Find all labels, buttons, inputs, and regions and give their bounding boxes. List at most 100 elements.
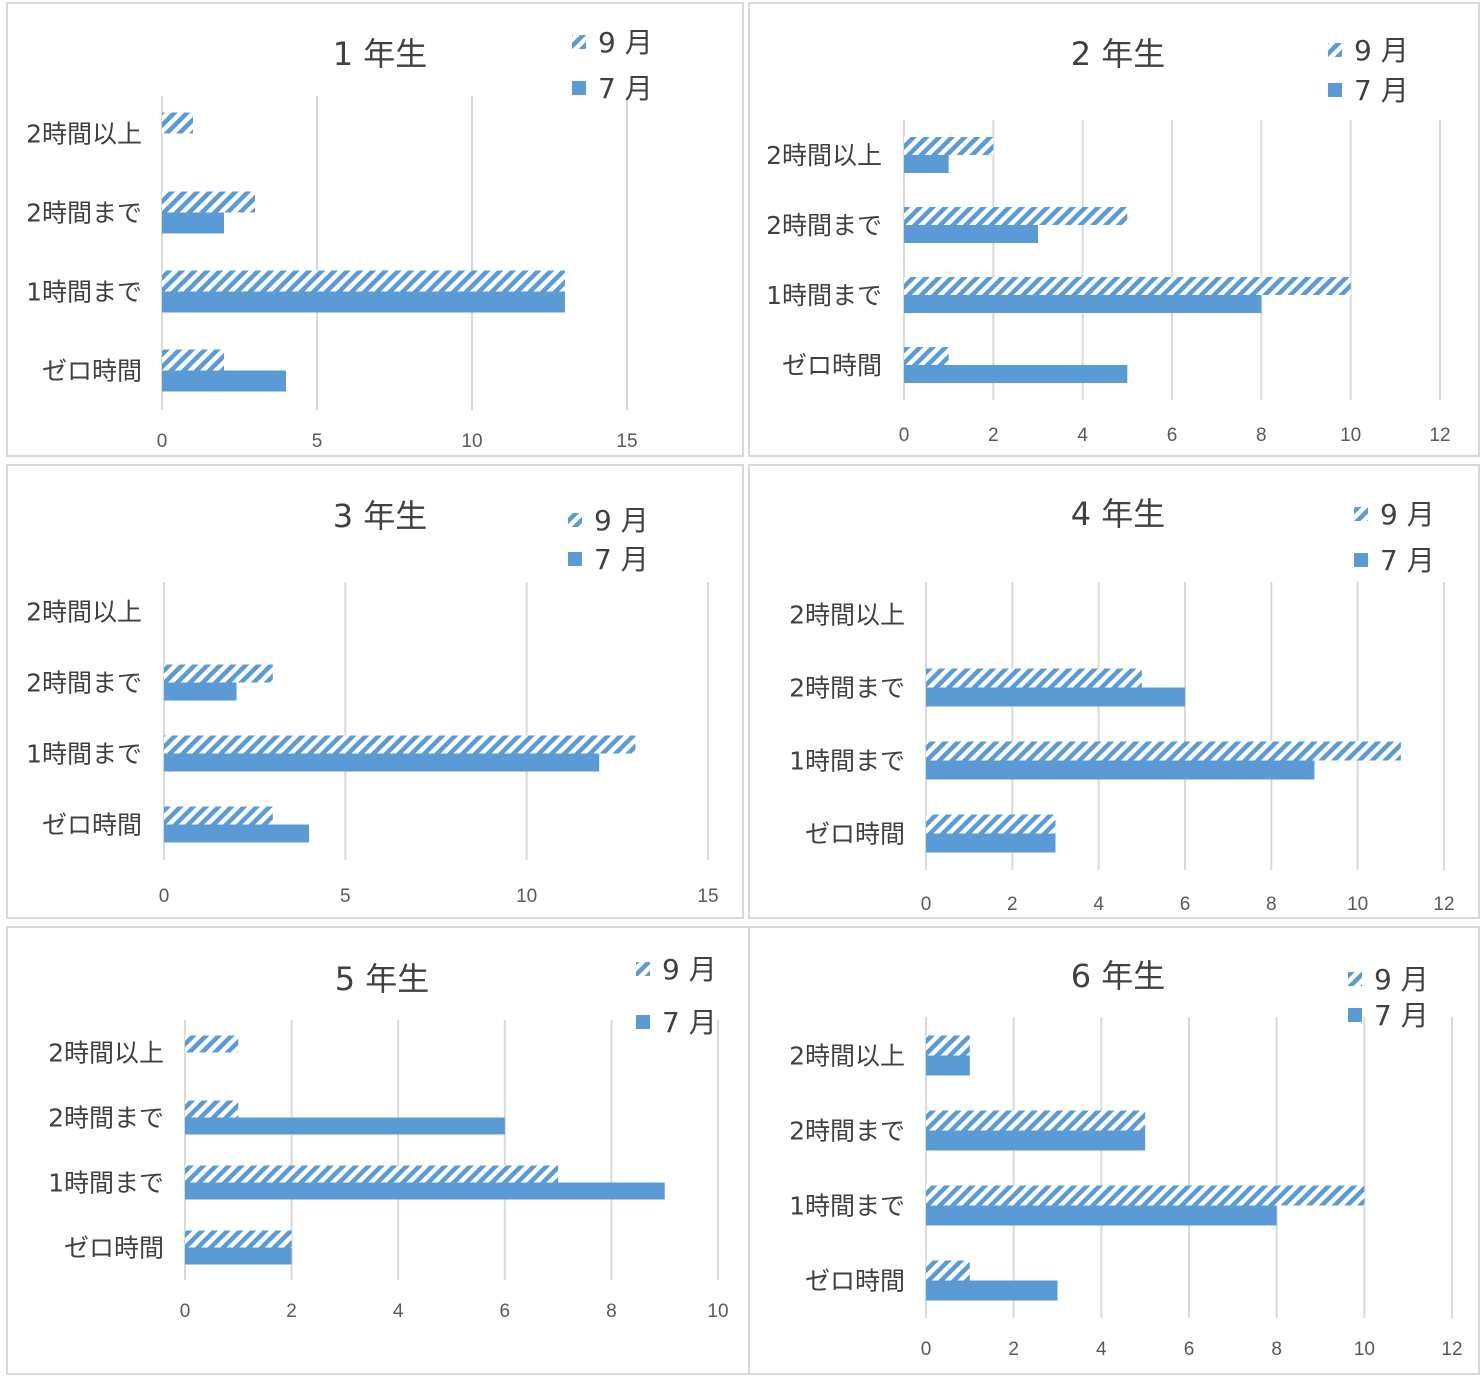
legend-label: 9 月 [594, 504, 649, 537]
x-tick-label: 12 [1441, 1339, 1462, 1360]
bar-sep [185, 1230, 292, 1248]
x-tick-label: 8 [606, 1301, 617, 1322]
x-tick-label: 0 [159, 886, 170, 907]
legend-swatch-solid [1348, 1008, 1362, 1022]
category-label: 2時間まで [26, 199, 142, 228]
bar-sep [185, 1035, 239, 1053]
category-label: ゼロ時間 [805, 820, 905, 849]
legend-swatch-solid [572, 81, 586, 95]
bar-sep [926, 1110, 1146, 1131]
x-tick-label: 6 [1184, 1339, 1195, 1360]
category-label: ゼロ時間 [42, 811, 142, 840]
legend-label: 7 月 [1380, 544, 1435, 577]
category-label: 1時間まで [26, 278, 142, 307]
bar-sep [904, 277, 1351, 295]
bar-jul [162, 291, 565, 313]
x-tick-label: 0 [899, 425, 910, 446]
x-tick-label: 2 [1007, 894, 1018, 915]
category-label: 2時間まで [789, 1117, 905, 1146]
x-tick-label: 4 [1093, 894, 1104, 915]
category-label: 1時間まで [789, 1192, 905, 1221]
bar-sep [926, 1185, 1365, 1206]
bar-sep [904, 137, 994, 155]
bar-jul [162, 370, 286, 392]
legend-swatch-hatched [1348, 972, 1362, 986]
bar-jul [185, 1182, 665, 1200]
x-tick-label: 5 [340, 886, 351, 907]
bar-jul [904, 365, 1128, 383]
category-label: ゼロ時間 [782, 351, 882, 380]
bar-jul [162, 212, 224, 234]
x-tick-label: 15 [697, 886, 718, 907]
bar-sep [926, 814, 1056, 834]
bar-jul [926, 1280, 1058, 1301]
x-tick-label: 10 [1340, 425, 1361, 446]
category-label: ゼロ時間 [64, 1234, 164, 1263]
chart-panel: 0 5 10 15 1 年生 9 月 7 月ゼロ時間 1時間まで 2時間まで 2時間以上 [6, 2, 744, 457]
bar-jul [926, 833, 1056, 853]
category-label: 2時間以上 [766, 141, 882, 170]
category-label: 1時間まで [26, 740, 142, 769]
chart-title: 2 年生 [1071, 35, 1166, 73]
x-tick-label: 4 [1096, 1339, 1107, 1360]
bar-jul [926, 1055, 970, 1076]
bar-sep [164, 664, 273, 683]
bar-sep [162, 349, 224, 371]
legend-label: 9 月 [662, 953, 717, 986]
x-tick-label: 10 [707, 1301, 728, 1322]
legend-label: 7 月 [594, 543, 649, 576]
bar-sep [162, 112, 193, 134]
legend-label: 9 月 [1374, 963, 1429, 996]
category-label: 2時間まで [766, 211, 882, 240]
category-label: ゼロ時間 [42, 357, 142, 386]
bar-jul [926, 760, 1315, 780]
category-label: 2時間以上 [26, 598, 142, 627]
legend-swatch-hatched [636, 962, 650, 976]
legend-label: 9 月 [1354, 34, 1409, 67]
bar-sep [185, 1165, 559, 1183]
category-label: 2時間以上 [789, 1042, 905, 1071]
category-label: 1時間まで [48, 1169, 164, 1198]
bar-jul [164, 682, 237, 701]
x-tick-label: 10 [1354, 1339, 1375, 1360]
legend-label: 7 月 [598, 72, 653, 105]
category-label: 2時間まで [26, 669, 142, 698]
legend-swatch-solid [636, 1015, 650, 1029]
category-label: 2時間まで [48, 1104, 164, 1133]
bar-jul [926, 1130, 1146, 1151]
chart-panel: 0 2 4 6 8 10 12 2 年生 9 月 7 月ゼロ時間 1時間まで 2時間まで 2時間以上 [748, 2, 1480, 457]
legend-swatch-hatched [1354, 507, 1368, 521]
legend-swatch-solid [568, 552, 582, 566]
x-tick-label: 0 [157, 431, 168, 452]
bar-sep [904, 347, 949, 365]
bar-jul [185, 1247, 292, 1265]
bar-sep [904, 207, 1128, 225]
bar-sep [162, 191, 255, 213]
chart-panel: 0 5 10 15 3 年生 9 月 7 月ゼロ時間 1時間まで 2時間まで 2時間以上 [6, 464, 744, 919]
bar-jul [904, 225, 1038, 243]
bar-jul [904, 155, 949, 173]
legend-label: 7 月 [662, 1006, 717, 1039]
bar-jul [164, 824, 310, 843]
x-tick-label: 4 [393, 1301, 404, 1322]
category-label: 2時間以上 [48, 1039, 164, 1068]
bar-sep [926, 741, 1401, 761]
x-tick-label: 6 [1180, 894, 1191, 915]
chart-title: 6 年生 [1071, 957, 1166, 995]
legend-swatch-solid [1328, 83, 1342, 97]
x-tick-label: 4 [1077, 425, 1088, 446]
legend-label: 7 月 [1354, 74, 1409, 107]
bar-jul [185, 1117, 505, 1135]
chart-title: 1 年生 [333, 35, 428, 73]
category-label: 1時間まで [789, 747, 905, 776]
chart-panel: 0 2 4 6 8 10 5 年生 9 月 7 月ゼロ時間 1時間まで 2時間まで 2時間以上 [6, 926, 750, 1375]
x-tick-label: 0 [921, 1339, 932, 1360]
bar-sep [164, 806, 273, 825]
x-tick-label: 2 [988, 425, 999, 446]
